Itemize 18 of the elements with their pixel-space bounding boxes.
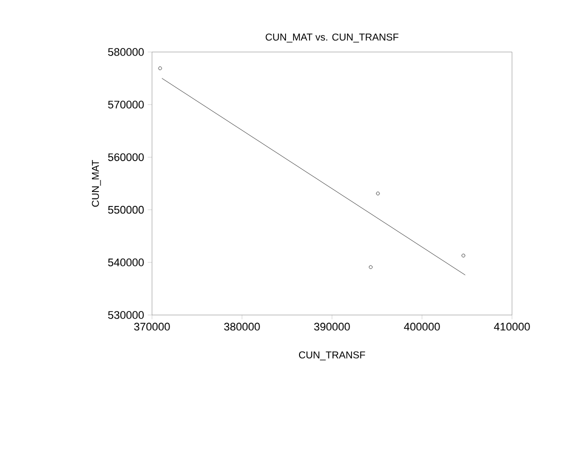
x-tick-label: 380000 xyxy=(224,322,260,331)
point xyxy=(462,254,466,258)
y-axis-title: CUN_MAT xyxy=(92,160,101,207)
chart-title: CUN_MAT vs. CUN_TRANSF xyxy=(266,34,398,43)
y-tick-label: 530000 xyxy=(108,311,144,319)
y-tick-label: 580000 xyxy=(108,48,144,56)
point xyxy=(158,66,162,70)
x-tick-label: 410000 xyxy=(494,322,530,331)
point xyxy=(376,192,380,196)
x-tick-label: 400000 xyxy=(404,322,440,331)
y-tick-label: 550000 xyxy=(108,206,144,214)
x-axis-title: CUN_TRANSF xyxy=(299,351,366,360)
point xyxy=(368,265,372,269)
y-tick-label: 560000 xyxy=(108,153,144,162)
x-tick-label: 390000 xyxy=(314,322,350,331)
y-tick-label: 570000 xyxy=(108,100,144,108)
y-tick-label: 540000 xyxy=(108,258,144,266)
x-tick-label: 370000 xyxy=(134,322,170,331)
